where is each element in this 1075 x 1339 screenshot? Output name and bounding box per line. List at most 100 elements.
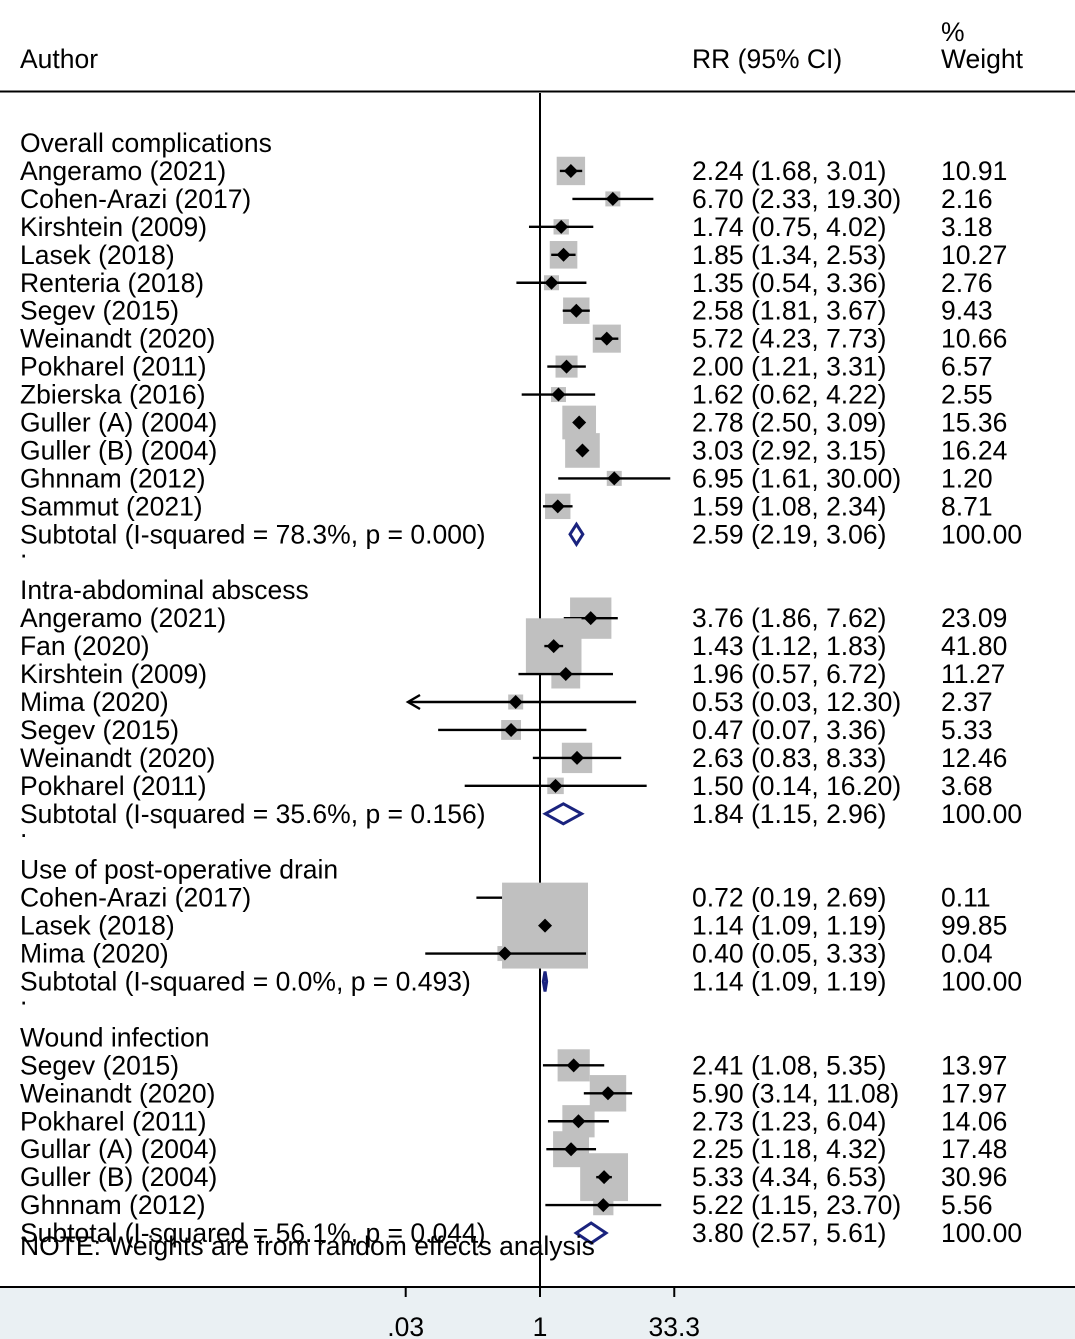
study-rr-ci: 0.72 (0.19, 2.69) [692, 883, 886, 913]
subtotal-weight: 100.00 [941, 967, 1022, 997]
study-point-estimate [607, 471, 622, 486]
study-point-estimate [556, 247, 571, 262]
study-rr-ci: 5.33 (4.34, 6.53) [692, 1162, 886, 1192]
header-rr-ci: RR (95% CI) [692, 44, 842, 74]
group-separator-dot: . [20, 813, 27, 843]
study-weight: 5.33 [941, 715, 993, 745]
study-author: Weinandt (2020) [20, 324, 215, 354]
subtotal-weight: 100.00 [941, 519, 1022, 549]
axis-band [0, 1287, 1075, 1339]
subtotal-diamond [568, 521, 585, 548]
study-rr-ci: 1.59 (1.08, 2.34) [692, 491, 886, 521]
study-rr-ci: 3.03 (2.92, 3.15) [692, 435, 886, 465]
study-rr-ci: 2.41 (1.08, 5.35) [692, 1050, 886, 1080]
study-rr-ci: 1.35 (0.54, 3.36) [692, 268, 886, 298]
study-rr-ci: 1.85 (1.34, 2.53) [692, 240, 886, 270]
group-title: Use of post-operative drain [20, 855, 338, 885]
study-author: Angeramo (2021) [20, 156, 226, 186]
study-rr-ci: 1.43 (1.12, 1.83) [692, 631, 886, 661]
study-rr-ci: 2.00 (1.21, 3.31) [692, 352, 886, 382]
study-weight: 16.24 [941, 435, 1007, 465]
study-author: Renteria (2018) [20, 268, 204, 298]
study-point-estimate [569, 303, 584, 318]
subtotal-rr-ci: 1.84 (1.15, 2.96) [692, 799, 886, 829]
study-point-estimate [571, 1114, 586, 1129]
study-weight: 3.68 [941, 771, 993, 801]
header-weight: Weight [941, 44, 1024, 74]
study-weight: 17.48 [941, 1134, 1007, 1164]
subtotal-label: Subtotal (I-squared = 0.0%, p = 0.493) [20, 967, 471, 997]
study-rr-ci: 1.50 (0.14, 16.20) [692, 771, 901, 801]
study-weight: 1.20 [941, 463, 993, 493]
study-weight: 6.57 [941, 352, 993, 382]
study-weight: 0.11 [941, 883, 991, 913]
study-author: Fan (2020) [20, 631, 150, 661]
study-point-estimate [544, 275, 559, 290]
study-author: Lasek (2018) [20, 911, 175, 941]
study-point-estimate [554, 219, 569, 234]
subtotal-label: Subtotal (I-squared = 78.3%, p = 0.000) [20, 519, 486, 549]
study-point-estimate [563, 163, 578, 178]
subtotal-rr-ci: 1.14 (1.09, 1.19) [692, 967, 886, 997]
study-weight: 12.46 [941, 743, 1007, 773]
group-separator-dot: . [20, 980, 27, 1010]
study-weight: 10.66 [941, 324, 1007, 354]
study-weight: 17.97 [941, 1078, 1007, 1108]
study-weight: 2.55 [941, 380, 993, 410]
header-weight-percent: % [941, 17, 965, 47]
study-point-estimate [504, 722, 519, 737]
study-author: Mima (2020) [20, 939, 169, 969]
study-point-estimate [551, 387, 566, 402]
weights-note: NOTE: Weights are from random effects an… [20, 1231, 595, 1261]
study-weight: 9.43 [941, 296, 993, 326]
subtotal-weight: 100.00 [941, 799, 1022, 829]
study-author: Weinandt (2020) [20, 743, 215, 773]
study-weight: 10.91 [941, 156, 1007, 186]
study-author: Ghnnam (2012) [20, 463, 206, 493]
study-point-estimate [600, 1086, 615, 1101]
study-rr-ci: 6.70 (2.33, 19.30) [692, 184, 901, 214]
study-rr-ci: 1.14 (1.09, 1.19) [692, 911, 886, 941]
study-point-estimate [572, 415, 587, 430]
study-author: Mima (2020) [20, 687, 169, 717]
subtotal-label: Subtotal (I-squared = 35.6%, p = 0.156) [20, 799, 486, 829]
study-rr-ci: 2.78 (2.50, 3.09) [692, 408, 886, 438]
group-separator-dot: . [20, 533, 27, 563]
subtotal-weight: 100.00 [941, 1218, 1022, 1248]
study-rr-ci: 2.58 (1.81, 3.67) [692, 296, 886, 326]
subtotal-diamond [573, 1221, 609, 1245]
study-author: Kirshtein (2009) [20, 659, 207, 689]
study-weight: 3.18 [941, 212, 993, 242]
study-rr-ci: 1.62 (0.62, 4.22) [692, 380, 886, 410]
study-weight: 2.76 [941, 268, 993, 298]
study-rr-ci: 0.40 (0.05, 3.33) [692, 939, 886, 969]
study-point-estimate [599, 331, 614, 346]
study-weight: 0.04 [941, 939, 993, 969]
study-rr-ci: 3.76 (1.86, 7.62) [692, 603, 886, 633]
ci-arrow-left [405, 693, 421, 711]
study-rr-ci: 0.47 (0.07, 3.36) [692, 715, 886, 745]
study-point-estimate [597, 1170, 612, 1185]
study-weight: 13.97 [941, 1050, 1007, 1080]
study-author: Kirshtein (2009) [20, 212, 207, 242]
study-weight: 99.85 [941, 911, 1007, 941]
study-point-estimate [538, 918, 553, 933]
study-rr-ci: 2.73 (1.23, 6.04) [692, 1106, 886, 1136]
study-rr-ci: 2.24 (1.68, 3.01) [692, 156, 886, 186]
study-point-estimate [605, 191, 620, 206]
study-rr-ci: 1.96 (0.57, 6.72) [692, 659, 886, 689]
x-tick-label: .03 [387, 1312, 424, 1339]
study-point-estimate [575, 443, 590, 458]
study-rr-ci: 2.63 (0.83, 8.33) [692, 743, 886, 773]
study-author: Segev (2015) [20, 1050, 179, 1080]
study-point-estimate [546, 639, 561, 654]
subtotal-diamond [542, 802, 585, 826]
study-author: Cohen-Arazi (2017) [20, 883, 251, 913]
study-weight: 5.56 [941, 1190, 993, 1220]
study-point-estimate [550, 499, 565, 514]
study-point-estimate [559, 359, 574, 374]
study-author: Guller (B) (2004) [20, 1162, 217, 1192]
study-author: Guller (A) (2004) [20, 408, 217, 438]
study-author: Pokharel (2011) [20, 352, 207, 382]
